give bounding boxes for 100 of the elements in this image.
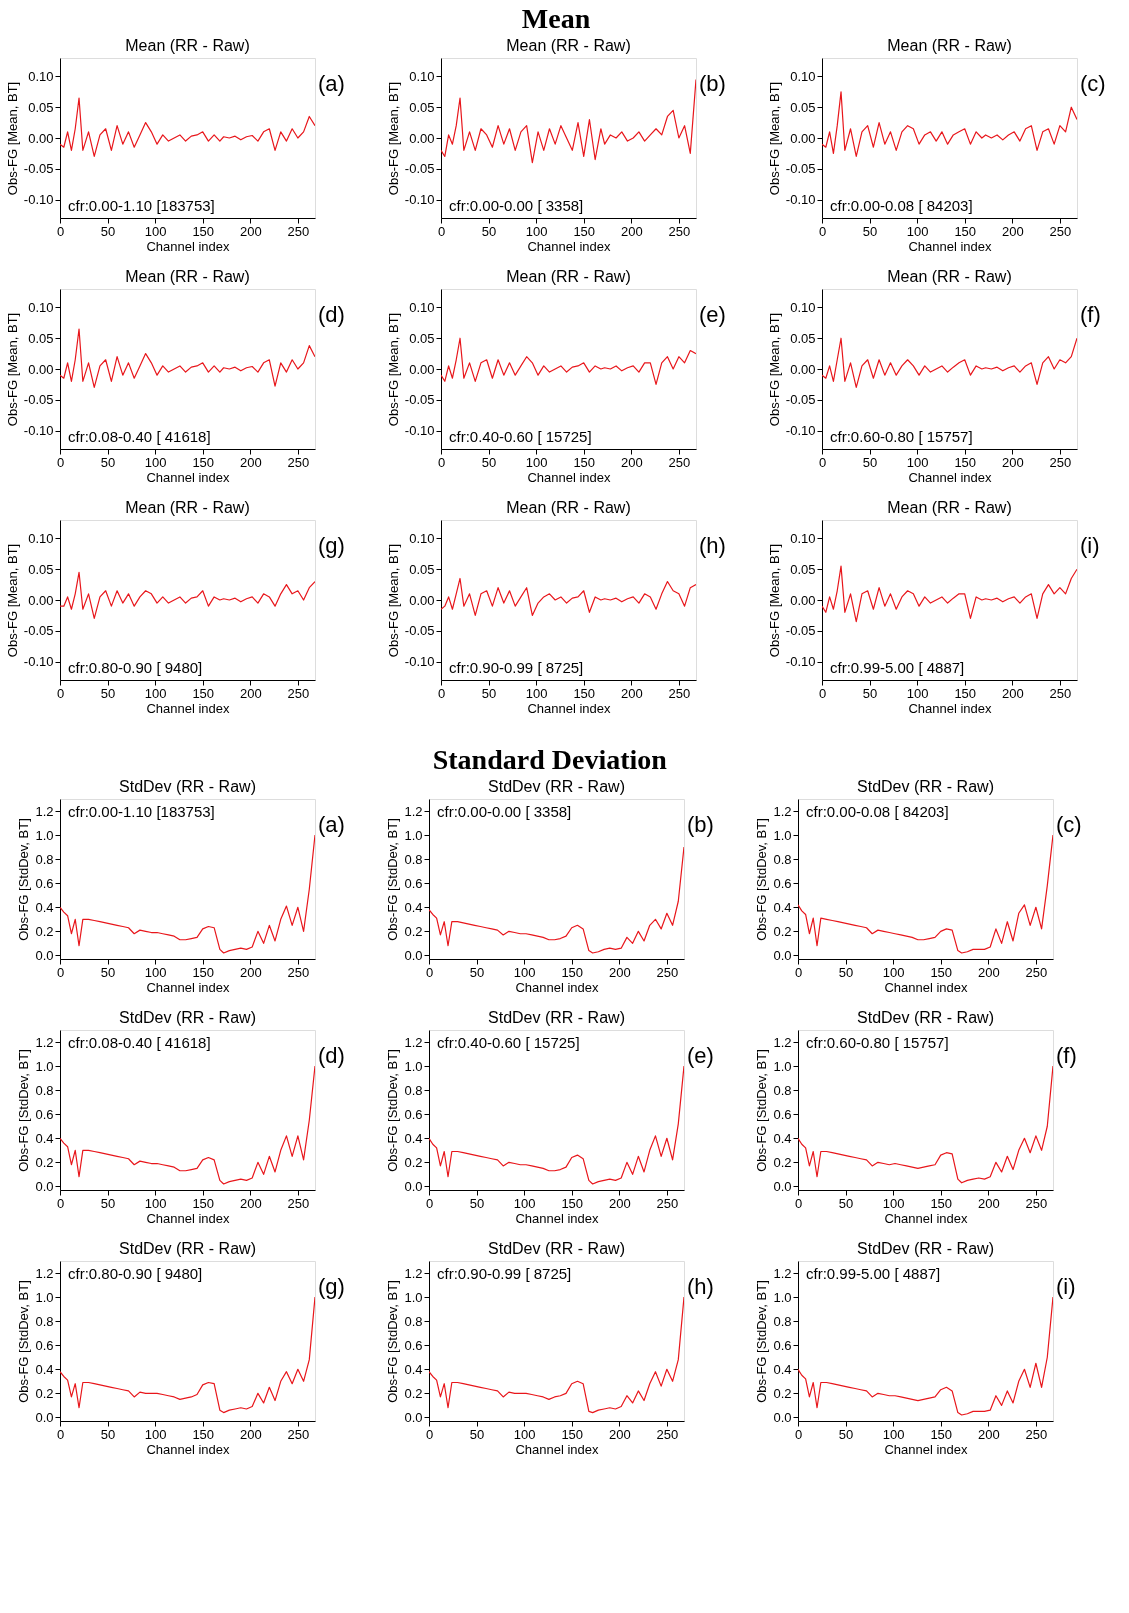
x-axis-title: Channel index: [527, 700, 612, 716]
x-tick-label: 200: [239, 1426, 262, 1442]
text: Standard Deviation: [432, 743, 668, 775]
y-tick-label: 0.4: [404, 1361, 423, 1377]
x-tick-label: 0: [818, 454, 827, 470]
x-tick-label: 200: [608, 1195, 631, 1211]
y-tick-label: 0.0: [404, 1409, 423, 1425]
y-tick-label: -0.10: [785, 423, 816, 439]
y-axis-title: Obs-FG [Mean, BT]: [766, 312, 782, 427]
x-tick-label: 50: [838, 1195, 854, 1211]
y-tick-label: 0.00: [790, 592, 816, 608]
x-tick-label: 250: [656, 964, 679, 980]
x-tick-label: 100: [882, 964, 905, 980]
y-tick-label: 0.0: [35, 1178, 54, 1194]
y-tick-label: 0.2: [773, 1154, 792, 1170]
y-tick-label: -0.10: [404, 192, 435, 208]
chart-title: StdDev (RR - Raw): [488, 1009, 625, 1026]
y-tick-label: 1.2: [773, 1034, 792, 1050]
x-tick-label: 250: [287, 1195, 310, 1211]
chart-title: Mean (RR - Raw): [887, 37, 1012, 54]
y-tick-label: 0.0: [404, 1178, 423, 1194]
y-tick-label: 0.4: [404, 1130, 423, 1146]
text: (f): [1080, 302, 1101, 327]
y-tick-label: 0.05: [409, 561, 435, 577]
x-tick-label: 100: [525, 685, 548, 701]
chart-title: StdDev (RR - Raw): [488, 778, 625, 795]
y-tick-label: -0.10: [404, 423, 435, 439]
x-tick-label: 0: [437, 223, 446, 239]
y-axis-title: Obs-FG [StdDev, BT]: [754, 818, 770, 941]
y-tick-label: 0.6: [404, 875, 423, 891]
text: (i): [1080, 533, 1100, 558]
x-tick-label: 200: [239, 1195, 262, 1211]
x-tick-label: 100: [525, 454, 548, 470]
x-tick-label: 200: [977, 1426, 1000, 1442]
x-tick-label: 150: [192, 454, 215, 470]
x-axis-title: Channel index: [146, 1210, 231, 1226]
x-tick-label: 100: [906, 223, 929, 239]
y-tick-label: 0.0: [773, 1178, 792, 1194]
y-axis-title: Obs-FG [StdDev, BT]: [385, 1280, 401, 1403]
x-tick-label: 200: [1001, 454, 1024, 470]
y-tick-label: 0.8: [404, 1082, 423, 1098]
x-tick-label: 0: [56, 454, 65, 470]
y-tick-label: -0.05: [404, 392, 435, 408]
y-tick-label: 1.0: [35, 1058, 54, 1074]
y-tick-label: 0.00: [409, 130, 435, 146]
x-tick-label: 150: [561, 1195, 584, 1211]
y-tick-label: 0.10: [28, 299, 54, 315]
y-tick-label: 0.10: [28, 68, 54, 84]
x-tick-label: 200: [239, 685, 262, 701]
y-tick-label: -0.05: [23, 161, 54, 177]
annotation: cfr:0.00-1.10 [183753]: [68, 803, 215, 820]
y-tick-label: 0.8: [404, 851, 423, 867]
text: (h): [687, 1274, 714, 1299]
x-axis-title: Channel index: [146, 1441, 231, 1457]
y-axis-title: Obs-FG [StdDev, BT]: [385, 1049, 401, 1172]
x-tick-label: 50: [469, 1195, 485, 1211]
y-axis-title: Obs-FG [StdDev, BT]: [16, 1280, 32, 1403]
x-tick-label: 150: [192, 964, 215, 980]
x-tick-label: 0: [794, 964, 803, 980]
x-tick-label: 0: [56, 223, 65, 239]
x-tick-label: 0: [425, 964, 434, 980]
x-tick-label: 100: [513, 1195, 536, 1211]
x-tick-label: 0: [56, 964, 65, 980]
x-tick-label: 100: [513, 1426, 536, 1442]
line-series: [822, 91, 1077, 158]
y-tick-label: 0.0: [404, 947, 423, 963]
y-tick-label: 0.10: [409, 530, 435, 546]
text: (c): [1056, 812, 1082, 837]
y-tick-label: 0.2: [35, 1385, 54, 1401]
x-tick-label: 0: [437, 454, 446, 470]
y-tick-label: 0.4: [773, 899, 792, 915]
x-tick-label: 0: [794, 1426, 803, 1442]
y-tick-label: 0.4: [404, 899, 423, 915]
x-tick-label: 200: [1001, 223, 1024, 239]
chart-title: StdDev (RR - Raw): [119, 1009, 256, 1026]
x-tick-label: 200: [620, 223, 643, 239]
x-tick-label: 0: [56, 1195, 65, 1211]
x-tick-label: 50: [100, 685, 116, 701]
text: Mean: [521, 2, 591, 34]
line-series: [60, 571, 315, 620]
line-series: [441, 78, 696, 164]
x-tick-label: 250: [656, 1195, 679, 1211]
y-axis-title: Obs-FG [StdDev, BT]: [16, 818, 32, 941]
x-tick-label: 250: [668, 223, 691, 239]
x-tick-label: 150: [930, 1195, 953, 1211]
x-tick-label: 50: [100, 223, 116, 239]
y-axis-title: Obs-FG [Mean, BT]: [385, 312, 401, 427]
annotation: cfr:0.00-0.00 [ 3358]: [449, 197, 584, 214]
y-tick-label: 0.10: [409, 68, 435, 84]
y-tick-label: 0.0: [35, 947, 54, 963]
y-tick-label: 0.8: [404, 1313, 423, 1329]
x-tick-label: 50: [100, 1426, 116, 1442]
x-tick-label: 50: [838, 964, 854, 980]
y-tick-label: 0.4: [773, 1130, 792, 1146]
x-tick-label: 150: [561, 1426, 584, 1442]
text: (g): [318, 533, 345, 558]
x-tick-label: 50: [862, 223, 878, 239]
y-tick-label: 0.00: [28, 592, 54, 608]
x-tick-label: 50: [481, 685, 497, 701]
chart-title: StdDev (RR - Raw): [119, 778, 256, 795]
